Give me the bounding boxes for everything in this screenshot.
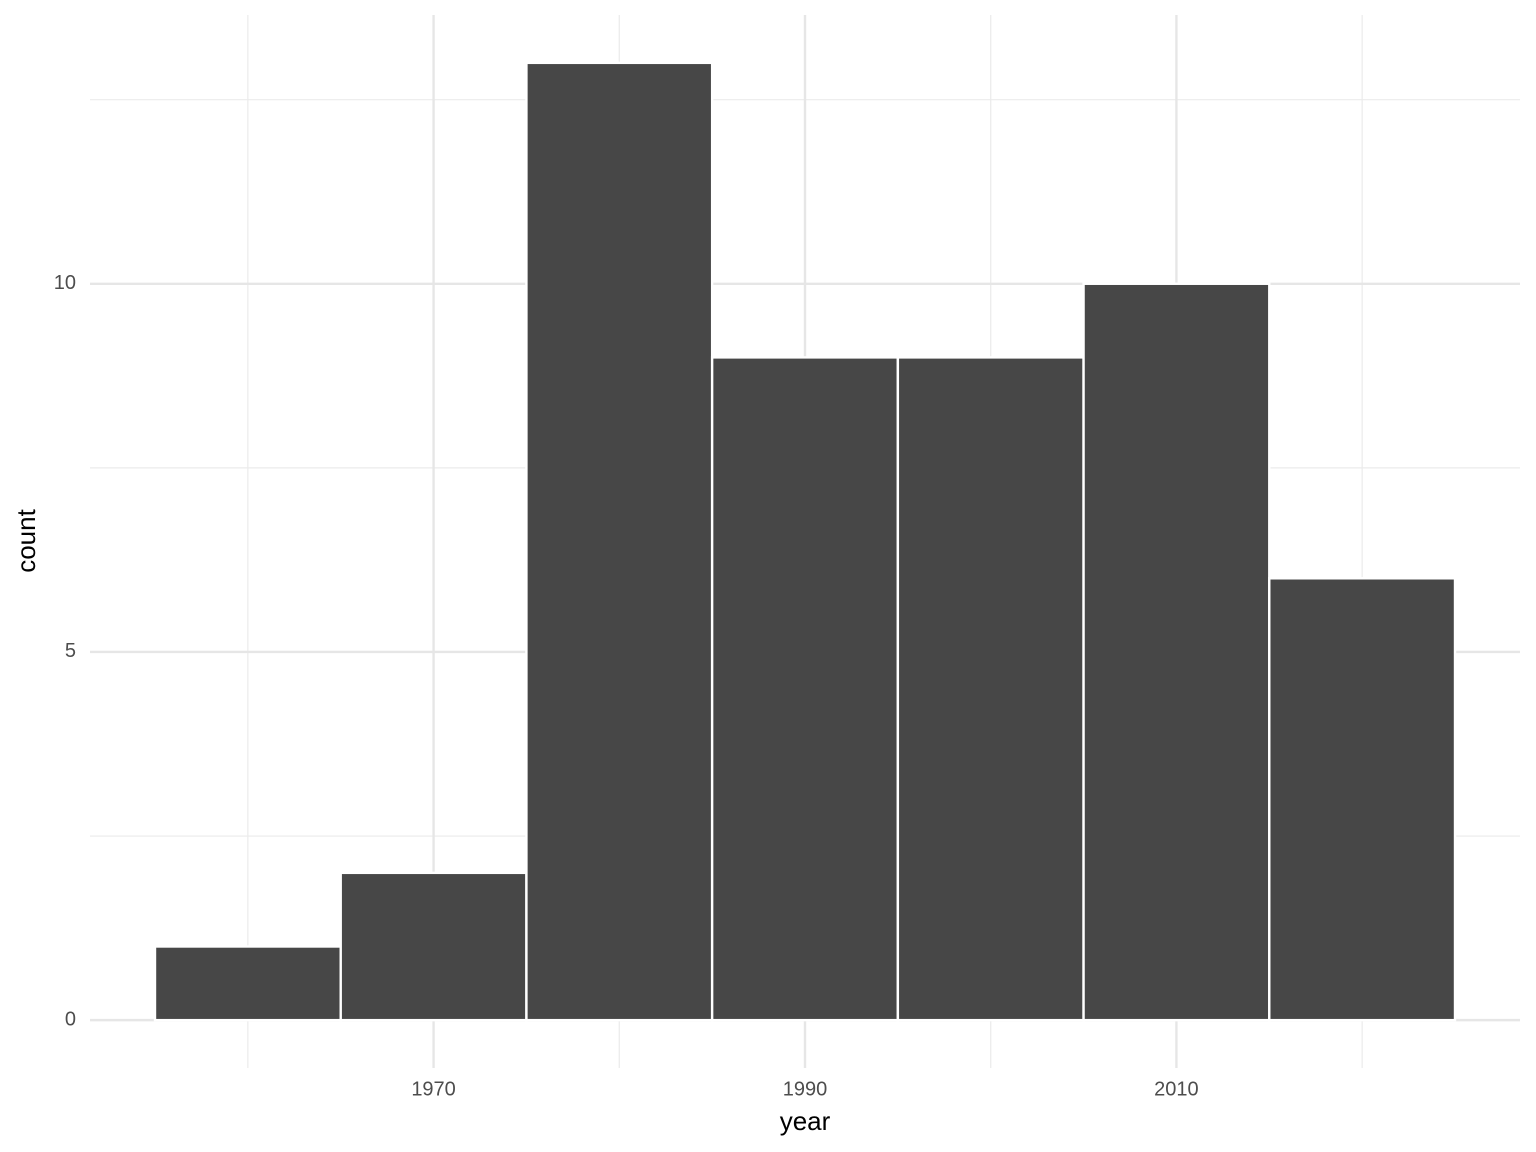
bar: [896, 356, 1085, 1022]
y-tick-label: 10: [54, 272, 76, 294]
x-tick-label: 1970: [411, 1078, 456, 1100]
x-axis-title: year: [780, 1106, 831, 1136]
y-axis-title: count: [11, 508, 41, 572]
bar: [710, 356, 900, 1022]
y-tick-label: 0: [65, 1008, 76, 1030]
bar: [339, 871, 528, 1022]
bar: [1082, 282, 1271, 1022]
x-tick-label: 1990: [783, 1078, 828, 1100]
y-tick-label: 5: [65, 640, 76, 662]
x-tick-label: 2010: [1154, 1078, 1199, 1100]
bar: [1268, 577, 1457, 1022]
bar: [525, 61, 714, 1022]
bar: [153, 945, 342, 1022]
